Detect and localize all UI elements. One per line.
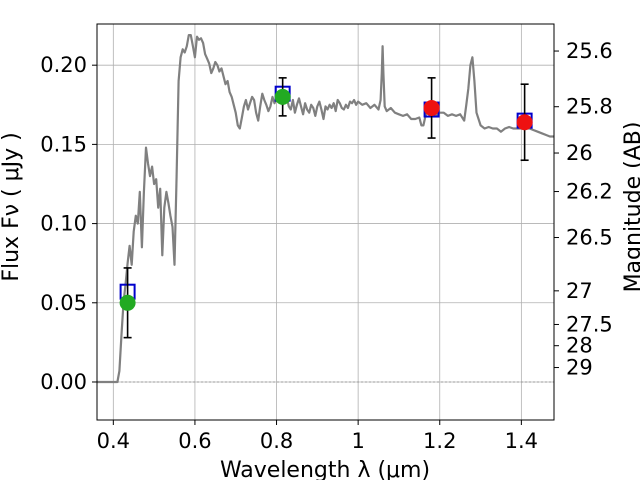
magnitude-tick-label: 25.6 — [566, 39, 613, 63]
sed-line — [97, 34, 554, 384]
y-axis-ticks: 0.00 0.05 0.10 0.15 0.20 — [40, 53, 97, 394]
magnitude-tick-label: 26 — [566, 141, 593, 165]
observed-point — [119, 294, 136, 311]
y-axis-label: Flux Fν ( μJy ) — [0, 132, 24, 281]
observed-point — [423, 99, 440, 116]
y-tick-label: 0.10 — [40, 212, 87, 236]
y-tick-label: 0.20 — [40, 53, 87, 77]
magnitude-tick-label: 27 — [566, 279, 593, 303]
x-tick-label: 0.6 — [178, 429, 211, 453]
x-tick-label: 0.8 — [260, 429, 293, 453]
observed-photometry-markers — [119, 77, 533, 339]
x-tick-label: 1.4 — [505, 429, 538, 453]
magnitude-tick-label: 26.5 — [566, 226, 613, 250]
observed-point — [516, 114, 533, 131]
x-axis-label: Wavelength λ (μm) — [220, 458, 430, 480]
sed-spectrum — [97, 34, 554, 384]
y-tick-label: 0.15 — [40, 132, 87, 156]
plot-frame — [96, 23, 555, 421]
x-tick-label: 1.2 — [423, 429, 456, 453]
magnitude-tick-label: 28 — [566, 334, 593, 358]
grid — [97, 24, 554, 420]
magnitude-tick-label: 26.2 — [566, 180, 613, 204]
observed-point — [274, 88, 291, 105]
magnitude-tick-label: 27.5 — [566, 312, 613, 336]
y-tick-label: 0.00 — [40, 370, 87, 394]
magnitude-axis-label: Magnitude (AB) — [621, 122, 640, 293]
y-tick-label: 0.05 — [40, 291, 87, 315]
x-tick-label: 1 — [351, 429, 364, 453]
magnitude-tick-label: 29 — [566, 356, 593, 380]
x-tick-label: 0.4 — [97, 429, 130, 453]
x-axis-ticks: 0.4 0.6 0.8 1 1.2 1.4 — [97, 420, 538, 453]
model-photometry-markers — [119, 85, 533, 300]
magnitude-tick-label: 25.8 — [566, 95, 613, 119]
